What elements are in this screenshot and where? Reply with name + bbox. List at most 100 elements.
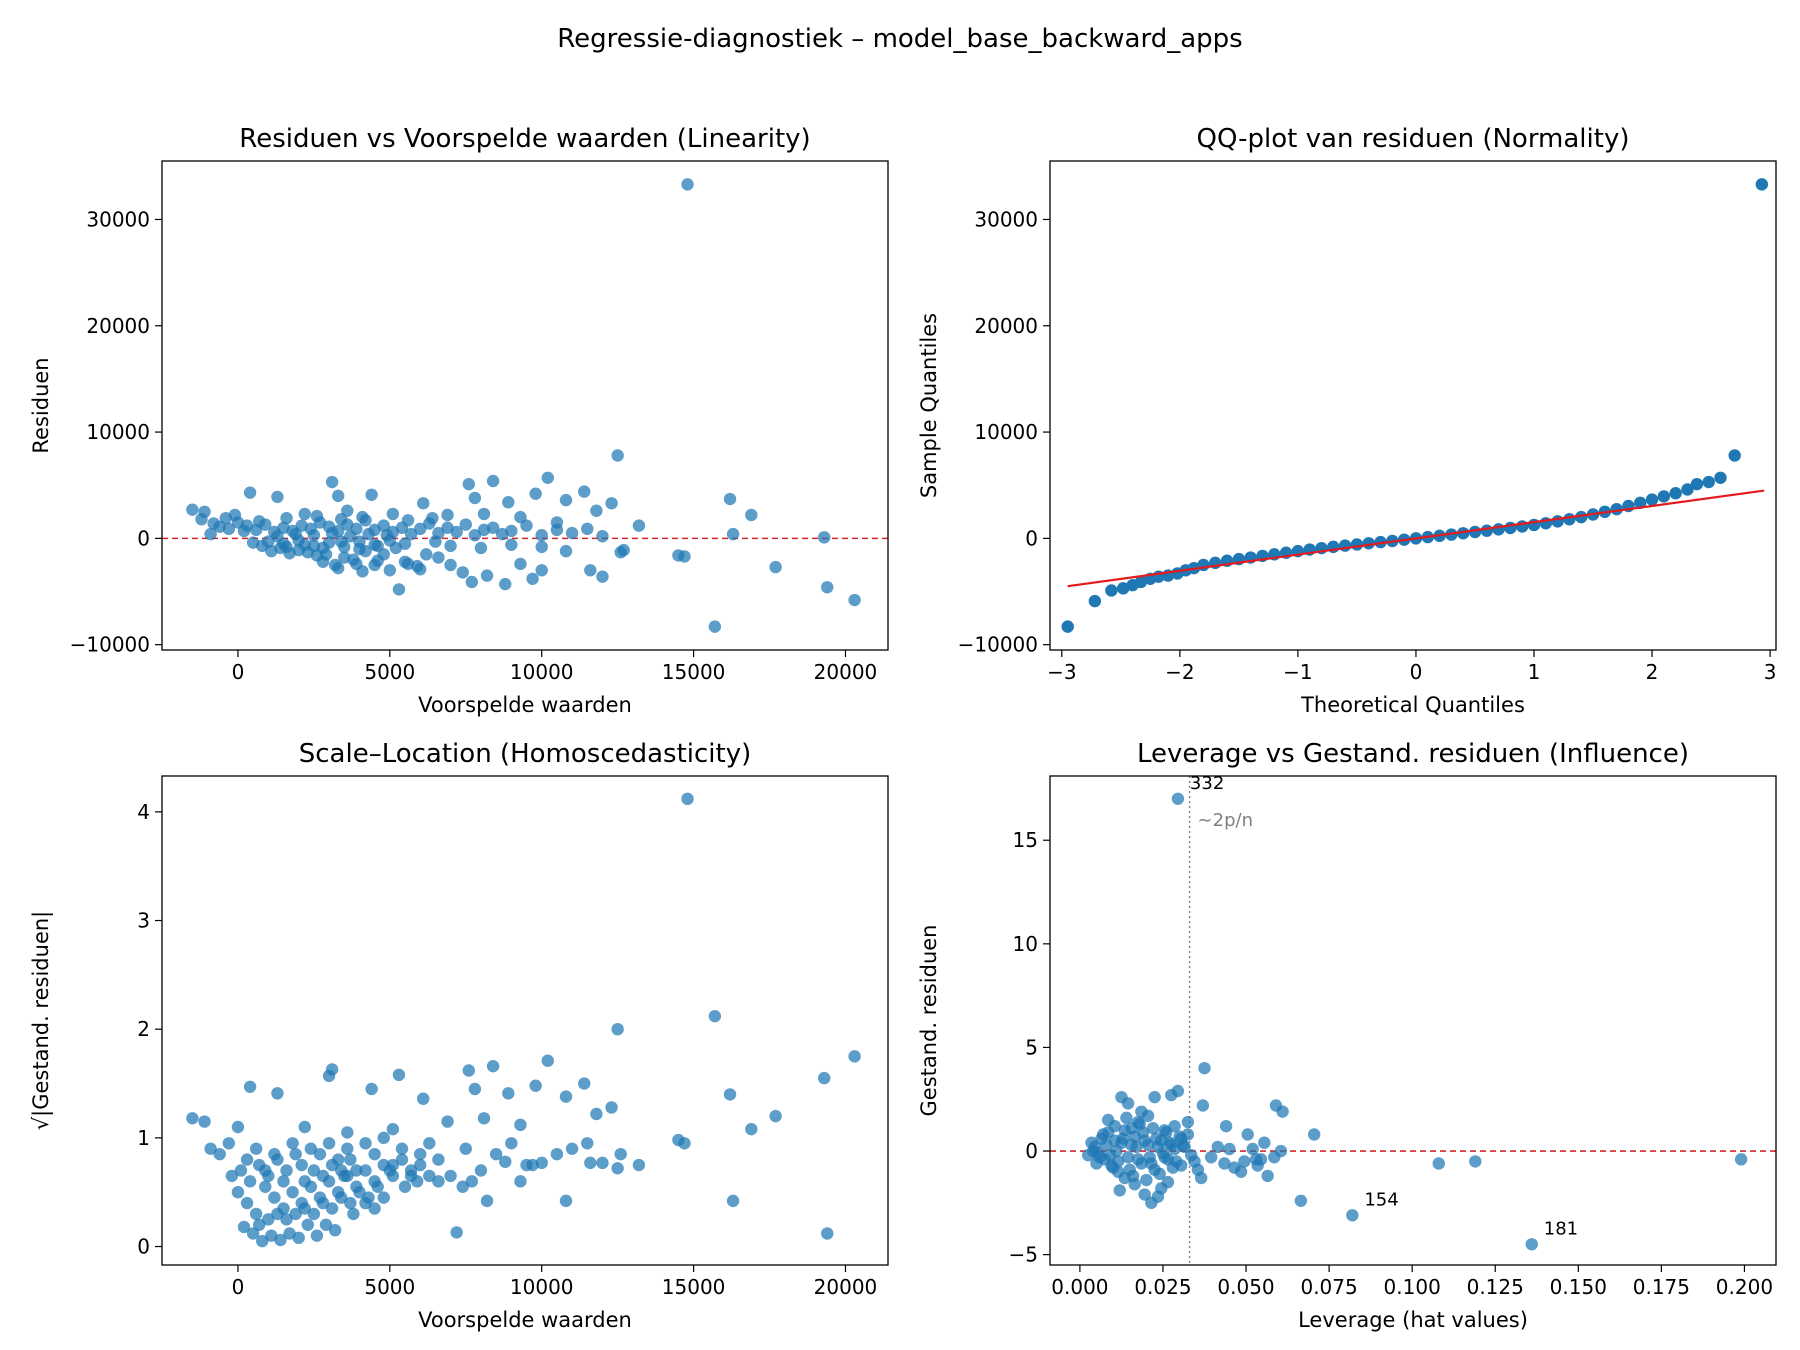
data-point xyxy=(335,513,348,526)
data-point xyxy=(262,1213,275,1226)
data-point xyxy=(441,508,454,522)
data-point xyxy=(243,486,257,499)
data-point xyxy=(1218,1157,1231,1170)
x-tick-label: 15000 xyxy=(662,660,726,684)
data-point xyxy=(268,1191,281,1204)
data-point xyxy=(344,530,357,543)
data-point xyxy=(246,1227,260,1240)
data-point xyxy=(1145,1196,1158,1210)
x-tick-label: 5000 xyxy=(364,1275,415,1299)
data-point xyxy=(1196,1099,1210,1112)
data-point xyxy=(1734,1153,1748,1166)
data-point xyxy=(1138,1188,1151,1201)
data-point xyxy=(505,1137,518,1150)
data-point xyxy=(186,1112,199,1125)
axes-frame xyxy=(1049,775,1777,1266)
data-point xyxy=(505,524,518,538)
data-point xyxy=(401,557,415,571)
data-point xyxy=(499,577,512,591)
y-tick-label: 20000 xyxy=(974,314,1038,338)
data-point xyxy=(335,535,348,548)
y-tick-label: 3 xyxy=(137,909,150,933)
data-point xyxy=(1755,178,1769,191)
data-point xyxy=(271,1087,284,1100)
data-point xyxy=(313,1147,327,1161)
data-point xyxy=(1165,1088,1178,1102)
data-point xyxy=(1093,1151,1107,1164)
data-point xyxy=(371,539,384,553)
data-point xyxy=(1246,1142,1259,1156)
x-tick-label: 0.050 xyxy=(1217,1275,1274,1299)
data-point xyxy=(298,1120,311,1134)
data-point xyxy=(383,564,397,577)
data-point xyxy=(280,511,293,525)
y-tick-label: 10 xyxy=(1013,932,1038,956)
x-tick-label: 5000 xyxy=(364,660,415,684)
chart-title: Leverage vs Gestand. residuen (Influence… xyxy=(1137,739,1689,769)
x-tick-label: 2 xyxy=(1646,660,1659,684)
data-point xyxy=(423,1137,436,1150)
data-point xyxy=(468,1082,482,1096)
data-point xyxy=(319,1218,333,1231)
data-point xyxy=(444,539,457,553)
y-axis-label: Sample Quantiles xyxy=(917,313,941,498)
data-point xyxy=(590,1107,603,1121)
data-point xyxy=(581,1137,594,1150)
data-point xyxy=(429,535,442,548)
data-point xyxy=(401,514,415,527)
data-point xyxy=(259,1180,272,1193)
data-point xyxy=(286,1137,299,1150)
data-point xyxy=(298,1175,311,1188)
data-point xyxy=(1197,558,1210,572)
data-point xyxy=(1681,483,1694,496)
data-point xyxy=(514,557,527,571)
data-point xyxy=(1274,1144,1288,1158)
data-point xyxy=(678,550,691,563)
data-point xyxy=(450,525,463,539)
data-point xyxy=(596,1156,609,1170)
data-point xyxy=(195,513,208,526)
data-point xyxy=(462,1064,476,1077)
data-point xyxy=(417,1092,430,1105)
data-point xyxy=(331,489,345,503)
data-point xyxy=(243,1080,257,1093)
data-point xyxy=(310,1229,324,1242)
x-tick-label: 15000 xyxy=(662,1275,726,1299)
data-point xyxy=(1634,496,1647,509)
data-point xyxy=(289,527,302,541)
panel-leverage: Leverage vs Gestand. residuen (Influence… xyxy=(917,739,1777,1332)
data-point xyxy=(1148,1090,1161,1104)
data-point xyxy=(1133,1117,1146,1131)
data-point xyxy=(228,508,242,522)
data-point xyxy=(474,1164,488,1177)
x-tick-label: 10000 xyxy=(510,660,574,684)
data-point xyxy=(280,540,293,554)
data-point xyxy=(335,1164,348,1177)
qq-reference-line xyxy=(1067,489,1765,588)
data-point xyxy=(632,519,646,532)
data-point xyxy=(368,1147,381,1161)
data-point xyxy=(459,518,472,531)
data-point xyxy=(1258,1136,1271,1149)
data-point xyxy=(1669,487,1682,500)
x-axis-label: Voorspelde waarden xyxy=(418,1308,632,1332)
data-point xyxy=(818,531,831,544)
data-point xyxy=(535,564,548,577)
x-tick-label: 0.000 xyxy=(1051,1275,1108,1299)
data-point xyxy=(322,1137,336,1150)
data-point xyxy=(316,541,330,555)
data-point xyxy=(486,474,500,488)
data-point xyxy=(271,530,284,543)
data-point xyxy=(678,1137,691,1150)
data-point xyxy=(1171,792,1185,805)
data-point xyxy=(1728,449,1741,462)
data-point xyxy=(745,508,758,522)
data-point xyxy=(283,1227,296,1240)
y-tick-label: 1 xyxy=(137,1126,150,1150)
y-tick-label: −5 xyxy=(1009,1243,1038,1267)
data-point xyxy=(821,581,834,594)
x-tick-label: 0.150 xyxy=(1550,1275,1607,1299)
data-point xyxy=(502,496,515,509)
x-tick-label: −2 xyxy=(1165,660,1194,684)
data-point xyxy=(368,1202,381,1215)
